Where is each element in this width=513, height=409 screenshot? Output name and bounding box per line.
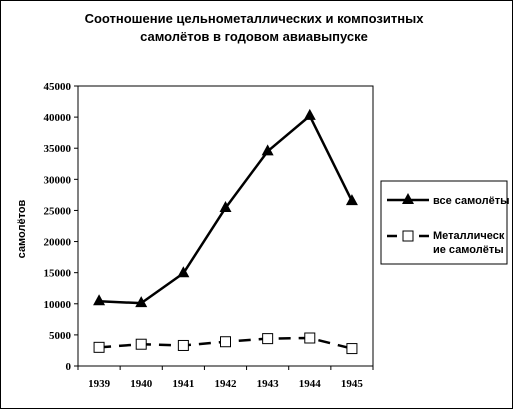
- data-point-series-2: [93, 341, 105, 353]
- chart-title-line-2: самолётов в годовом авиавыпуске: [140, 29, 368, 44]
- data-point-series-1: [93, 294, 106, 306]
- x-tick-label: 1942: [215, 378, 238, 390]
- y-tick-label: 25000: [44, 205, 72, 217]
- y-tick-label: 0: [66, 361, 72, 373]
- data-point-series-1: [261, 144, 274, 156]
- data-point-series-1: [219, 200, 232, 212]
- series-group: [93, 108, 358, 355]
- y-tick-label: 30000: [44, 174, 72, 186]
- chart-title-line-1: Соотношение цельнометаллических и композ…: [85, 11, 425, 26]
- y-tick-label: 45000: [44, 81, 72, 93]
- data-point-series-1: [345, 194, 358, 206]
- x-tick-label: 1941: [172, 378, 194, 390]
- data-point-series-1: [303, 108, 316, 120]
- data-point-series-2: [346, 343, 358, 355]
- data-point-series-1: [135, 296, 148, 308]
- legend-label-series-1: все самолёты: [433, 195, 509, 207]
- legend-marker-series-1: [402, 193, 414, 204]
- y-tick-label: 10000: [44, 299, 72, 311]
- data-point-series-2: [304, 332, 316, 344]
- y-axis-label: самолётов: [16, 199, 28, 258]
- x-tick-label: 1943: [257, 378, 280, 390]
- data-point-series-2: [135, 338, 147, 350]
- y-tick-label: 40000: [44, 112, 72, 124]
- data-point-series-2: [220, 336, 231, 348]
- data-point-series-2: [177, 339, 189, 351]
- data-point-series-1: [177, 266, 190, 278]
- y-tick-label: 5000: [49, 330, 72, 342]
- legend-label-series-2-line-1: Металлическ: [433, 230, 505, 242]
- x-tick-label: 1944: [299, 378, 322, 390]
- legend-box: [380, 180, 508, 265]
- y-tick-label: 15000: [44, 268, 72, 280]
- axes: [74, 85, 374, 370]
- plot-area-border: [77, 85, 374, 367]
- legend: все самолёты Металлическ ие самолёты: [380, 180, 509, 265]
- data-point-series-2: [262, 333, 274, 345]
- x-tick-labels: 1939 1940 1941 1942 1943 1944 1945: [88, 378, 363, 390]
- y-tick-label: 35000: [44, 143, 72, 155]
- y-tick-label: 20000: [44, 237, 72, 249]
- x-tick-label: 1939: [88, 378, 111, 390]
- x-tick-label: 1945: [341, 378, 364, 390]
- legend-label-series-2-line-2: ие самолёты: [433, 244, 504, 256]
- legend-marker-series-2: [402, 230, 414, 242]
- y-tick-labels: 0 5000 10000 15000 20000 25000 30000 35000 40000…: [44, 81, 72, 373]
- x-tick-label: 1940: [130, 378, 153, 390]
